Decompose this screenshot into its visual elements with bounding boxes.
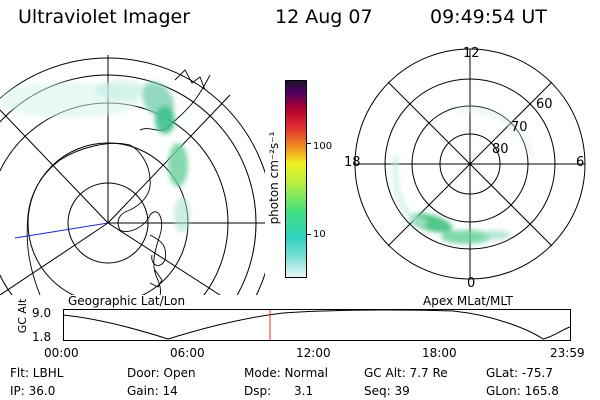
altitude-plot — [63, 309, 571, 341]
colorbar-tick-label: 10 — [313, 229, 326, 240]
magnetic-map-caption: Apex MLat/MLT — [423, 294, 513, 308]
door-info: Door: Open — [127, 366, 196, 380]
mlt-label-dusk: 18 — [344, 155, 361, 170]
colorbar — [285, 80, 307, 278]
mlt-label-dawn: 6 — [576, 155, 585, 170]
meridian-line — [0, 222, 109, 295]
time-tick-label: 00:00 — [44, 346, 79, 360]
glat-info: GLat: -75.7 — [486, 366, 553, 380]
time-tick-label: 23:59 — [550, 346, 585, 360]
altitude-tick-label: 9.0 — [32, 306, 52, 320]
time-tick-label: 18:00 — [422, 346, 457, 360]
gc-alt-info: GC Alt: 7.7 Re — [364, 366, 448, 380]
altitude-axis-label: GC Alt — [16, 298, 29, 334]
ip-info: IP: 36.0 — [10, 384, 56, 398]
time-tick-label: 06:00 — [170, 346, 205, 360]
meridian-line — [0, 109, 109, 224]
mlt-label-noon: 12 — [463, 46, 480, 61]
geographic-map-caption: Geographic Lat/Lon — [68, 294, 186, 308]
coastline — [139, 74, 211, 131]
filter-info: Flt: LBHL — [10, 366, 64, 380]
colorbar-unit-label: photon cm⁻²s⁻¹ — [267, 131, 281, 225]
coastline — [26, 142, 163, 295]
altitude-tick-label: 1.8 — [32, 330, 52, 344]
satellite-direction-line — [14, 222, 109, 239]
coastline — [174, 69, 206, 91]
altitude-curve — [63, 309, 571, 340]
colorbar-tick-label: 100 — [313, 141, 333, 152]
magnetic-map — [354, 48, 586, 280]
coastline — [149, 269, 163, 288]
instrument-title: Ultraviolet Imager — [18, 6, 191, 28]
mode-info: Mode: Normal — [244, 366, 328, 380]
mlat-label: 70 — [511, 120, 528, 135]
meridian-line — [107, 222, 221, 295]
dsp-info: Dsp: 3.1 — [244, 384, 314, 398]
mlat-label: 80 — [492, 142, 509, 157]
colorbar-tick-mark — [306, 234, 311, 235]
observation-time: 09:49:54 UT — [430, 6, 547, 28]
lat-circle — [0, 102, 229, 295]
glon-info: GLon: 165.8 — [486, 384, 559, 398]
geographic-map — [0, 55, 265, 295]
mlt-label-midnight: 0 — [467, 276, 476, 291]
seq-info: Seq: 39 — [364, 384, 410, 398]
time-tick-label: 12:00 — [296, 346, 331, 360]
colorbar-tick-mark — [306, 143, 311, 144]
observation-date: 12 Aug 07 — [275, 6, 373, 28]
mlat-label: 60 — [536, 97, 553, 112]
gain-info: Gain: 14 — [127, 384, 178, 398]
coastline — [149, 234, 167, 266]
